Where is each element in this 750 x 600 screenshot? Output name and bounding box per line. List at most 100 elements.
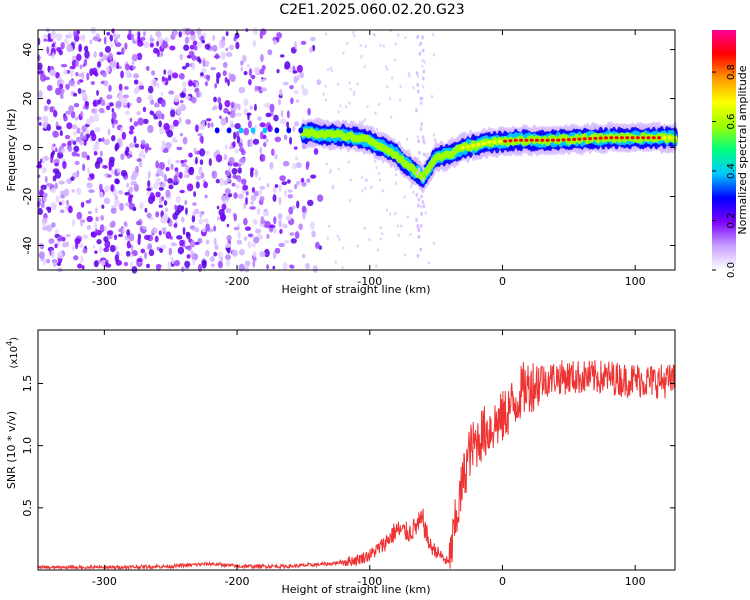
spectrogram-noise-blob bbox=[248, 68, 253, 76]
spectrogram-noise-blob bbox=[93, 142, 100, 151]
spectrogram-noise-blob bbox=[419, 205, 423, 209]
spectrogram-noise-blob bbox=[385, 208, 389, 212]
spectrogram-noise-blob bbox=[315, 241, 320, 250]
spectrogram-noise-blob bbox=[61, 143, 67, 147]
spectrogram-noise-blob bbox=[228, 157, 235, 165]
spectrogram-noise-blob bbox=[273, 216, 277, 225]
spectrogram-noise-blob bbox=[416, 135, 420, 139]
spectrogram-noise-blob bbox=[382, 44, 386, 48]
spectrogram-noise-blob bbox=[189, 44, 195, 50]
spectrogram-noise-blob bbox=[63, 115, 68, 122]
spectrogram-noise-blob bbox=[327, 224, 331, 228]
spectrogram-noise-blob bbox=[234, 32, 240, 39]
spectrogram-noise-blob bbox=[277, 213, 283, 220]
spectrogram-noise-blob bbox=[363, 226, 366, 230]
spectrogram-noise-blob bbox=[259, 195, 265, 202]
spectrogram-noise-blob bbox=[158, 120, 162, 128]
spectrogram-noise-blob bbox=[41, 222, 47, 226]
colorbar-gradient bbox=[712, 30, 736, 270]
spectrogram-ridge-peak bbox=[635, 136, 640, 140]
spectrogram-noise-blob bbox=[329, 168, 333, 172]
spectrogram-noise-blob bbox=[301, 253, 306, 259]
spectrogram-noise-blob bbox=[215, 154, 223, 163]
spectrogram-streak bbox=[416, 35, 419, 40]
spectrogram-noise-blob bbox=[80, 201, 85, 208]
spectrogram-streak bbox=[422, 204, 426, 209]
spectrogram-ridge-peak bbox=[566, 137, 571, 142]
spectrogram-noise-blob bbox=[138, 151, 143, 159]
spectrogram-ridge-cell bbox=[226, 127, 232, 134]
spectrogram-noise-blob bbox=[375, 127, 379, 131]
spectrogram-noise-blob bbox=[123, 221, 127, 227]
spectrogram-noise-blob bbox=[211, 106, 216, 111]
spectrogram-noise-blob bbox=[189, 225, 195, 230]
snr-y-tick-label: 1.5 bbox=[21, 375, 34, 393]
spectrogram-noise-blob bbox=[185, 62, 190, 68]
spectrogram-noise-blob bbox=[253, 66, 261, 74]
colorbar-ticks: 0.0 0.2 0.4 0.6 0.8 bbox=[712, 64, 737, 278]
spectrogram-noise-blob bbox=[409, 184, 413, 189]
spectrogram-noise-blob bbox=[150, 78, 158, 88]
spectrogram-noise-blob bbox=[97, 99, 102, 105]
spectrogram-noise-blob bbox=[360, 175, 364, 179]
spectrogram-noise-blob bbox=[173, 259, 181, 267]
spectrogram-noise-blob bbox=[149, 192, 155, 200]
spectrogram-noise-blob bbox=[86, 72, 90, 81]
spectrogram-noise-blob bbox=[124, 191, 130, 196]
spectrogram-noise-blob bbox=[179, 239, 184, 247]
spectrogram-noise-blob bbox=[156, 49, 160, 58]
spectrogram-streak bbox=[421, 178, 425, 183]
spectrogram-noise-blob bbox=[76, 127, 81, 134]
spectrogram-noise-blob bbox=[99, 224, 105, 233]
spectrogram-noise-blob bbox=[381, 189, 385, 193]
spectrogram-noise-blob bbox=[107, 128, 111, 136]
spectrogram-noise-blob bbox=[98, 183, 103, 192]
spectrogram-noise-blob bbox=[116, 61, 120, 69]
spectrogram-noise-blob bbox=[425, 154, 428, 158]
spectrogram-noise-blob bbox=[114, 168, 118, 176]
spectrogram-noise-blob bbox=[76, 53, 82, 62]
spectrogram-ridge-cell bbox=[214, 127, 220, 134]
spectrogram-noise-blob bbox=[421, 85, 425, 89]
colorbar-tick-label: 0.6 bbox=[726, 114, 737, 130]
spectrogram-noise-blob bbox=[52, 110, 58, 118]
spectrogram-noise-blob bbox=[302, 212, 306, 220]
spectrogram-noise-blob bbox=[244, 260, 251, 267]
spectrogram-noise-blob bbox=[375, 166, 378, 170]
spectrogram-streak bbox=[419, 223, 423, 228]
spectrogram-noise-blob bbox=[133, 183, 139, 192]
spectrogram-noise-blob bbox=[91, 67, 98, 75]
spectrogram-noise-blob bbox=[147, 85, 154, 94]
spectrogram-noise-blob bbox=[89, 39, 93, 45]
colorbar-tick-label: 0.8 bbox=[726, 64, 737, 80]
spectrogram-noise-blob bbox=[66, 122, 73, 130]
spectrogram-noise-blob bbox=[172, 119, 179, 127]
spectrogram-noise-blob bbox=[54, 243, 58, 249]
spectrogram-noise-blob bbox=[70, 139, 74, 144]
spectrogram-noise-blob bbox=[238, 193, 244, 200]
spectrogram-noise-blob bbox=[290, 238, 297, 244]
spectrogram-noise-blob bbox=[260, 153, 266, 162]
spectrogram-streak bbox=[417, 139, 420, 144]
spectrogram-noise-blob bbox=[200, 172, 205, 179]
spectrogram-noise-blob bbox=[370, 185, 373, 189]
spectrogram-noise-blob bbox=[175, 195, 182, 204]
spectrogram-streak bbox=[418, 51, 422, 56]
spectrogram-noise-blob bbox=[54, 147, 58, 153]
spectrogram-noise-blob bbox=[72, 140, 77, 145]
spectrogram-noise-blob bbox=[170, 242, 178, 247]
spectrogram-noise-blob bbox=[279, 54, 285, 58]
spectrogram-noise-blob bbox=[195, 181, 200, 189]
spectrogram-noise-blob bbox=[142, 106, 147, 113]
spectrogram-noise-blob bbox=[87, 167, 91, 175]
spectrogram-noise-blob bbox=[184, 36, 190, 44]
spectrogram-noise-blob bbox=[390, 76, 394, 80]
spectrogram-noise-blob bbox=[143, 31, 146, 37]
spectrogram-noise-blob bbox=[38, 90, 43, 99]
spectrogram-noise-blob bbox=[249, 105, 253, 110]
spectrogram-noise-blob bbox=[338, 237, 341, 241]
spectrogram-noise-blob bbox=[162, 40, 168, 49]
spectrogram-noise-blob bbox=[168, 124, 175, 130]
spectrogram-noise-blob bbox=[158, 197, 162, 205]
spectrogram-noise-blob bbox=[130, 261, 133, 269]
